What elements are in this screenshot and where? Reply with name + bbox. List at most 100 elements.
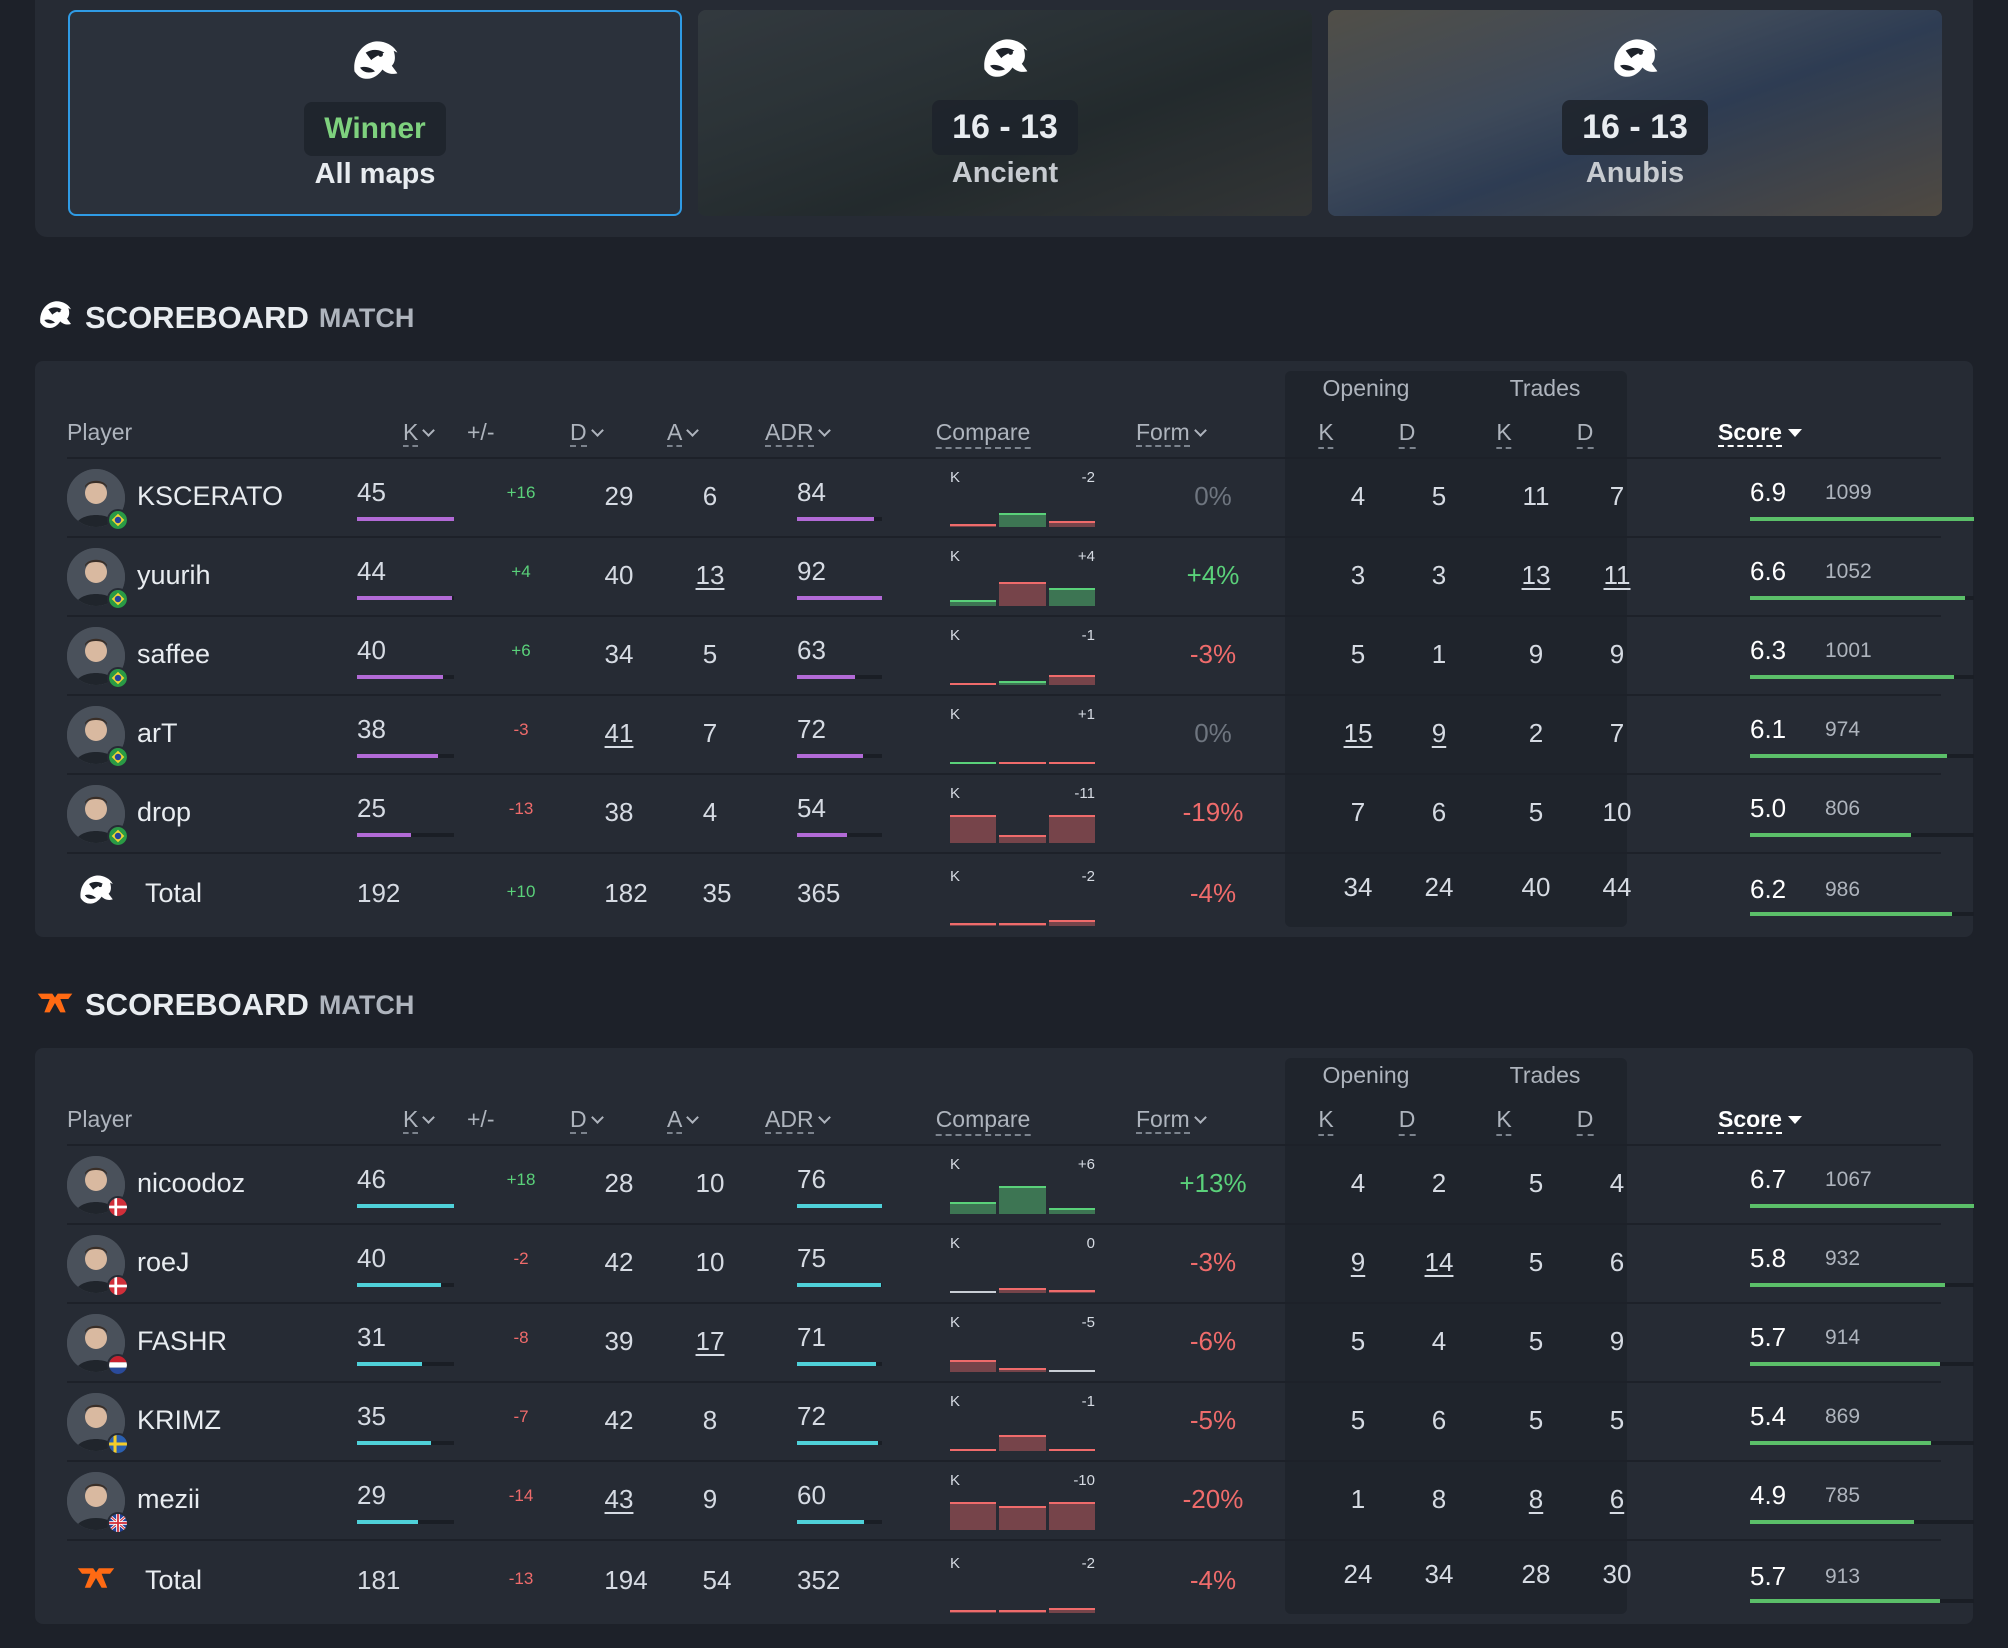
header-adr-sort[interactable]: ADR [765, 1106, 831, 1134]
compare-chart[interactable]: K -11 [950, 785, 1095, 843]
map-card-anubis[interactable]: 16 - 13 Anubis [1328, 10, 1942, 216]
compare-chart[interactable]: K -1 [950, 627, 1095, 685]
compare-chart[interactable]: K -2 [950, 868, 1095, 926]
compare-chart[interactable]: K -1 [950, 1393, 1095, 1451]
compare-chart[interactable]: K -10 [950, 1472, 1095, 1530]
player-name[interactable]: KSCERATO [137, 481, 284, 511]
trade-deaths-value: 9 [1609, 639, 1625, 669]
player-name[interactable]: saffee [137, 639, 211, 669]
compare-chart[interactable]: K +1 [950, 706, 1095, 764]
player-name[interactable]: yuurih [137, 560, 211, 590]
compare-segment [1049, 1208, 1095, 1214]
opening-deaths-value: 5 [1431, 481, 1447, 511]
player-name[interactable]: nicoodoz [137, 1168, 246, 1198]
total-adr: 365 [797, 878, 841, 908]
total-opening-kills: 34 [1343, 872, 1373, 902]
map-card-all-maps[interactable]: Winner All maps [68, 10, 682, 216]
adr-bar [797, 517, 882, 521]
compare-chart[interactable]: K +6 [950, 1156, 1095, 1214]
total-assists: 35 [702, 878, 732, 908]
header-opening-d[interactable]: D [1398, 1106, 1416, 1136]
compare-k-label: K [950, 1156, 961, 1173]
opening-deaths-value: 6 [1431, 797, 1447, 827]
compare-segment [1049, 815, 1095, 843]
header-adr-sort[interactable]: ADR [765, 419, 831, 447]
compare-delta: -2 [1081, 469, 1095, 486]
map-card-ancient[interactable]: 16 - 13 Ancient [698, 10, 1312, 216]
opening-kills-value: 5 [1350, 1326, 1366, 1356]
map-name: All maps [314, 158, 436, 190]
form-value: -3% [1189, 639, 1237, 669]
player-row-fashr[interactable]: FASHR 31 -8 39 17 71 K -5 -6% 5 4 5 9 5.… [67, 1302, 1974, 1381]
player-name[interactable]: roeJ [137, 1247, 190, 1277]
rating-value: 932 [1825, 1247, 1861, 1270]
header-trades-k[interactable]: K [1496, 1106, 1512, 1136]
total-kills: 181 [357, 1565, 401, 1595]
compare-chart[interactable]: K 0 [950, 1235, 1095, 1293]
adr-bar [797, 1283, 882, 1287]
header-opening-k[interactable]: K [1318, 419, 1334, 449]
player-name[interactable]: arT [137, 718, 178, 748]
kills-bar [357, 1283, 454, 1287]
player-row-drop[interactable]: drop 25 -13 38 4 54 K -11 -19% 7 6 5 10 … [67, 773, 1974, 852]
plus-minus-value: +6 [511, 641, 531, 660]
trade-deaths-value: 11 [1603, 560, 1631, 590]
player-row-roej[interactable]: roeJ 40 -2 42 10 75 K 0 -3% 9 14 5 6 5.8… [67, 1223, 1974, 1302]
player-row-saffee[interactable]: saffee 40 +6 34 5 63 K -1 -3% 5 1 9 9 6.… [67, 615, 1974, 694]
player-row-krimz[interactable]: KRIMZ 35 -7 42 8 72 K -1 -5% 5 6 5 5 5.4… [67, 1381, 1974, 1460]
header-trades-k[interactable]: K [1496, 419, 1512, 449]
header-form-sort[interactable]: Form [1136, 1106, 1207, 1134]
kills-bar [357, 1362, 454, 1366]
compare-segment [950, 1502, 996, 1530]
score-value: 5.4 [1750, 1401, 1787, 1431]
header-k-sort[interactable]: K [403, 419, 436, 447]
rating-value: 1001 [1825, 639, 1872, 662]
compare-k-label: K [950, 1472, 961, 1489]
player-row-art[interactable]: arT 38 -3 41 7 72 K +1 0% 15 9 2 7 6.1 9… [67, 694, 1974, 773]
header-d-sort[interactable]: D [570, 419, 604, 447]
header-opening-d[interactable]: D [1398, 419, 1416, 449]
total-rating: 913 [1825, 1565, 1861, 1588]
kills-value: 31 [357, 1322, 386, 1352]
player-row-nicoodoz[interactable]: nicoodoz 46 +18 28 10 76 K +6 +13% 4 2 5… [67, 1144, 1974, 1223]
header-compare[interactable]: Compare [935, 419, 1031, 449]
total-score-bar [1750, 1599, 1974, 1603]
compare-chart[interactable]: K -2 [950, 1555, 1095, 1613]
player-row-mezii[interactable]: mezii 29 -14 43 9 60 K -10 -20% 1 8 8 6 … [67, 1460, 1974, 1539]
header-trades-d[interactable]: D [1576, 419, 1594, 449]
score-bar [1750, 754, 1974, 758]
assists-value: 9 [702, 1484, 718, 1514]
header-score-sort[interactable]: Score [1718, 1106, 1802, 1134]
header-a-sort[interactable]: A [667, 419, 700, 447]
compare-segment [999, 582, 1046, 606]
player-name[interactable]: KRIMZ [137, 1405, 221, 1435]
compare-delta: -5 [1081, 1314, 1095, 1331]
team-logo [75, 1557, 117, 1603]
adr-bar [797, 1520, 882, 1524]
player-name[interactable]: mezii [137, 1484, 201, 1514]
deaths-value: 40 [604, 560, 634, 590]
header-form-sort[interactable]: Form [1136, 419, 1207, 447]
assists-value: 7 [702, 718, 718, 748]
compare-chart[interactable]: K -5 [950, 1314, 1095, 1372]
compare-chart[interactable]: K -2 [950, 469, 1095, 527]
total-kills: 192 [357, 878, 401, 908]
header-k-sort[interactable]: K [403, 1106, 436, 1134]
header-d-sort[interactable]: D [570, 1106, 604, 1134]
compare-segment [999, 835, 1046, 843]
player-name[interactable]: drop [137, 797, 192, 827]
header-trades-d[interactable]: D [1576, 1106, 1594, 1136]
header-compare[interactable]: Compare [935, 1106, 1031, 1136]
header-a-sort[interactable]: A [667, 1106, 700, 1134]
adr-value: 71 [797, 1322, 826, 1352]
header-opening-k[interactable]: K [1318, 1106, 1334, 1136]
kills-value: 46 [357, 1164, 386, 1194]
player-row-yuurih[interactable]: yuurih 44 +4 40 13 92 K +4 +4% 3 3 13 11… [67, 536, 1974, 615]
opening-kills-value: 4 [1350, 481, 1366, 511]
player-name[interactable]: FASHR [137, 1326, 228, 1356]
compare-chart[interactable]: K +4 [950, 548, 1095, 606]
chevron-down-icon [590, 424, 604, 437]
player-row-kscerato[interactable]: KSCERATO 45 +16 29 6 84 K -2 0% 4 5 11 7… [67, 457, 1974, 536]
header-score-sort[interactable]: Score [1718, 419, 1802, 447]
kills-bar [357, 833, 454, 837]
